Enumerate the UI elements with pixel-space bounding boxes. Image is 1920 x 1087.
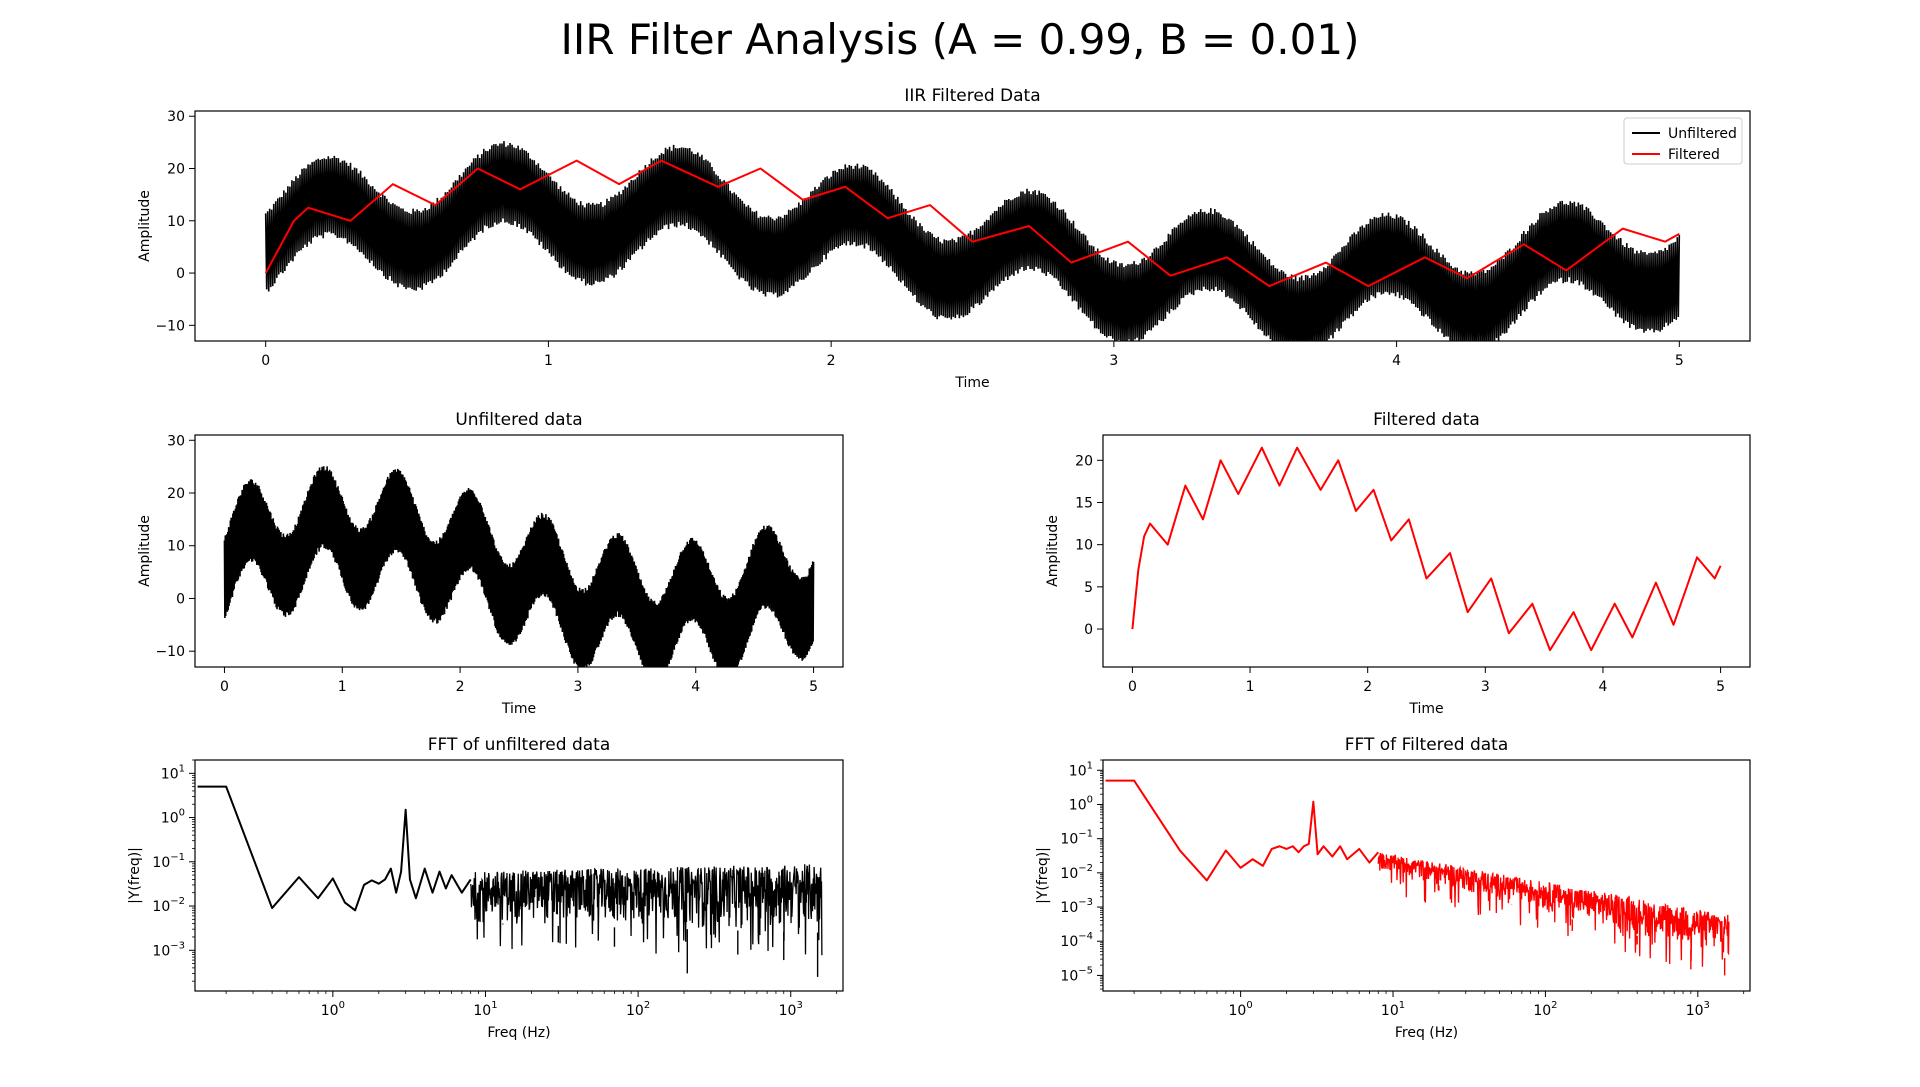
xlabel-combined: Time: [954, 375, 989, 391]
ytick-label-fft_filtered-2: 10−3: [1060, 897, 1093, 916]
series-fft_filtered-1: [1377, 852, 1730, 967]
ytick-label-fft_unfiltered-2: 10−1: [152, 852, 185, 871]
xtick-label-combined-2: 2: [827, 353, 836, 369]
ylabel-fft_filtered: |Y(freq)|: [1035, 847, 1051, 904]
xtick-label-filtered-5: 5: [1716, 679, 1725, 695]
ytick-label-filtered-1: 5: [1084, 580, 1093, 596]
plot-area-fft_filtered: [1105, 779, 1730, 976]
chart-unfiltered: 0 1 2 3 4 5 −10 0 10 20 30 Unfiltered data Time Ampli…: [137, 410, 844, 717]
plot-area-fft_unfiltered: [197, 785, 823, 977]
plot-area-combined: [264, 141, 1681, 341]
chart-title-fft_unfiltered: FFT of unfiltered data: [428, 735, 611, 755]
xtick-label-combined-4: 4: [1392, 353, 1401, 369]
ylabel-fft_unfiltered: |Y(freq)|: [127, 847, 143, 904]
xlabel-filtered: Time: [1408, 701, 1443, 717]
xtick-label-combined-3: 3: [1109, 353, 1118, 369]
series-combined-1: [264, 159, 1680, 288]
legend-label-0: Unfiltered: [1668, 126, 1737, 142]
ytick-label-combined-3: 20: [167, 162, 185, 178]
ytick-label-unfiltered-3: 20: [167, 486, 185, 502]
xtick-label-fft_filtered-0: 100: [1229, 1000, 1253, 1019]
figure-title: IIR Filter Analysis (A = 0.99, B = 0.01): [561, 15, 1360, 64]
xtick-label-fft_filtered-2: 102: [1533, 1000, 1557, 1019]
xtick-label-combined-0: 0: [261, 353, 270, 369]
xtick-label-fft_filtered-3: 103: [1686, 1000, 1710, 1019]
chart-filtered: 0 1 2 3 4 5 0 5 10 15 20 Filtered data Time Amplitude: [1045, 410, 1751, 717]
ytick-label-fft_unfiltered-0: 10−3: [152, 940, 185, 959]
ytick-label-filtered-2: 10: [1075, 538, 1093, 554]
axes-frame-fft_filtered: [1102, 759, 1751, 992]
chart-fft_filtered: 100 101 102 103 10−5 10−4 10−3 10−2 10−1 100 101 FF…: [1035, 735, 1751, 1041]
ytick-label-unfiltered-4: 30: [167, 433, 185, 449]
chart-title-fft_filtered: FFT of Filtered data: [1345, 735, 1509, 755]
series-fft_unfiltered-1: [470, 864, 823, 956]
xtick-label-fft_unfiltered-1: 101: [473, 1000, 497, 1019]
xtick-label-unfiltered-3: 3: [573, 679, 582, 695]
ytick-label-fft_unfiltered-1: 10−2: [152, 896, 185, 915]
ytick-label-fft_filtered-0: 10−5: [1060, 965, 1093, 984]
xtick-label-unfiltered-5: 5: [809, 679, 818, 695]
ytick-label-fft_filtered-1: 10−4: [1060, 931, 1093, 950]
xlabel-fft_filtered: Freq (Hz): [1395, 1025, 1458, 1041]
legend-combined: Unfiltered Filtered: [1623, 117, 1743, 165]
ytick-label-filtered-0: 0: [1084, 622, 1093, 638]
ylabel-filtered: Amplitude: [1045, 515, 1061, 587]
legend-label-1: Filtered: [1668, 147, 1720, 163]
xtick-label-unfiltered-1: 1: [338, 679, 347, 695]
series-filtered-0: [1131, 446, 1722, 652]
xtick-label-fft_unfiltered-0: 100: [321, 1000, 345, 1019]
ytick-label-fft_unfiltered-3: 100: [161, 808, 185, 827]
chart-combined: 0 1 2 3 4 5 −10 0 10 20 30 IIR Filtered Data Time Amp…: [137, 86, 1751, 391]
plot-area-unfiltered: [223, 466, 815, 667]
series-combined-0: [264, 141, 1681, 341]
xtick-label-unfiltered-4: 4: [691, 679, 700, 695]
xlabel-unfiltered: Time: [501, 701, 536, 717]
ytick-label-unfiltered-2: 10: [167, 539, 185, 555]
series-fft_filtered-0: [1105, 779, 1380, 882]
legend-box: [1623, 117, 1743, 165]
xtick-label-filtered-4: 4: [1598, 679, 1607, 695]
series-unfiltered-0: [223, 466, 815, 667]
ytick-label-combined-0: −10: [155, 318, 185, 334]
xtick-label-unfiltered-2: 2: [456, 679, 465, 695]
xtick-label-fft_unfiltered-3: 103: [779, 1000, 803, 1019]
ytick-label-combined-4: 30: [167, 109, 185, 125]
chart-fft_unfiltered: 100 101 102 103 10−3 10−2 10−1 100 101 FFT of unf…: [127, 735, 844, 1041]
ytick-label-unfiltered-1: 0: [176, 591, 185, 607]
chart-title-filtered: Filtered data: [1373, 410, 1480, 430]
axes-frame-unfiltered: [194, 434, 844, 668]
xtick-label-filtered-2: 2: [1363, 679, 1372, 695]
ytick-label-fft_filtered-6: 101: [1069, 760, 1093, 779]
axes-frame-fft_unfiltered: [194, 759, 844, 992]
xtick-label-filtered-1: 1: [1246, 679, 1255, 695]
ytick-label-combined-1: 0: [176, 266, 185, 282]
ytick-label-fft_unfiltered-4: 101: [161, 763, 185, 782]
xtick-label-unfiltered-0: 0: [220, 679, 229, 695]
axes-frame-filtered: [1102, 434, 1751, 668]
xtick-label-fft_unfiltered-2: 102: [626, 1000, 650, 1019]
series-fft_unfiltered-0: [197, 785, 472, 912]
ytick-label-combined-2: 10: [167, 214, 185, 230]
chart-title-unfiltered: Unfiltered data: [455, 410, 582, 430]
axes-frame-combined: [194, 110, 1751, 342]
ylabel-unfiltered: Amplitude: [137, 515, 153, 587]
ytick-label-filtered-3: 15: [1075, 495, 1093, 511]
xtick-label-combined-5: 5: [1675, 353, 1684, 369]
chart-title-combined: IIR Filtered Data: [904, 86, 1040, 106]
ytick-label-filtered-4: 20: [1075, 453, 1093, 469]
ytick-label-unfiltered-0: −10: [155, 644, 185, 660]
ytick-label-fft_filtered-3: 10−2: [1060, 863, 1093, 882]
xtick-label-combined-1: 1: [544, 353, 553, 369]
ytick-label-fft_filtered-5: 100: [1069, 794, 1093, 813]
plot-area-filtered: [1131, 446, 1722, 652]
xlabel-fft_unfiltered: Freq (Hz): [487, 1025, 550, 1041]
ylabel-combined: Amplitude: [137, 190, 153, 262]
ytick-label-fft_filtered-4: 10−1: [1060, 829, 1093, 848]
xtick-label-fft_filtered-1: 101: [1381, 1000, 1405, 1019]
xtick-label-filtered-3: 3: [1481, 679, 1490, 695]
xtick-label-filtered-0: 0: [1128, 679, 1137, 695]
